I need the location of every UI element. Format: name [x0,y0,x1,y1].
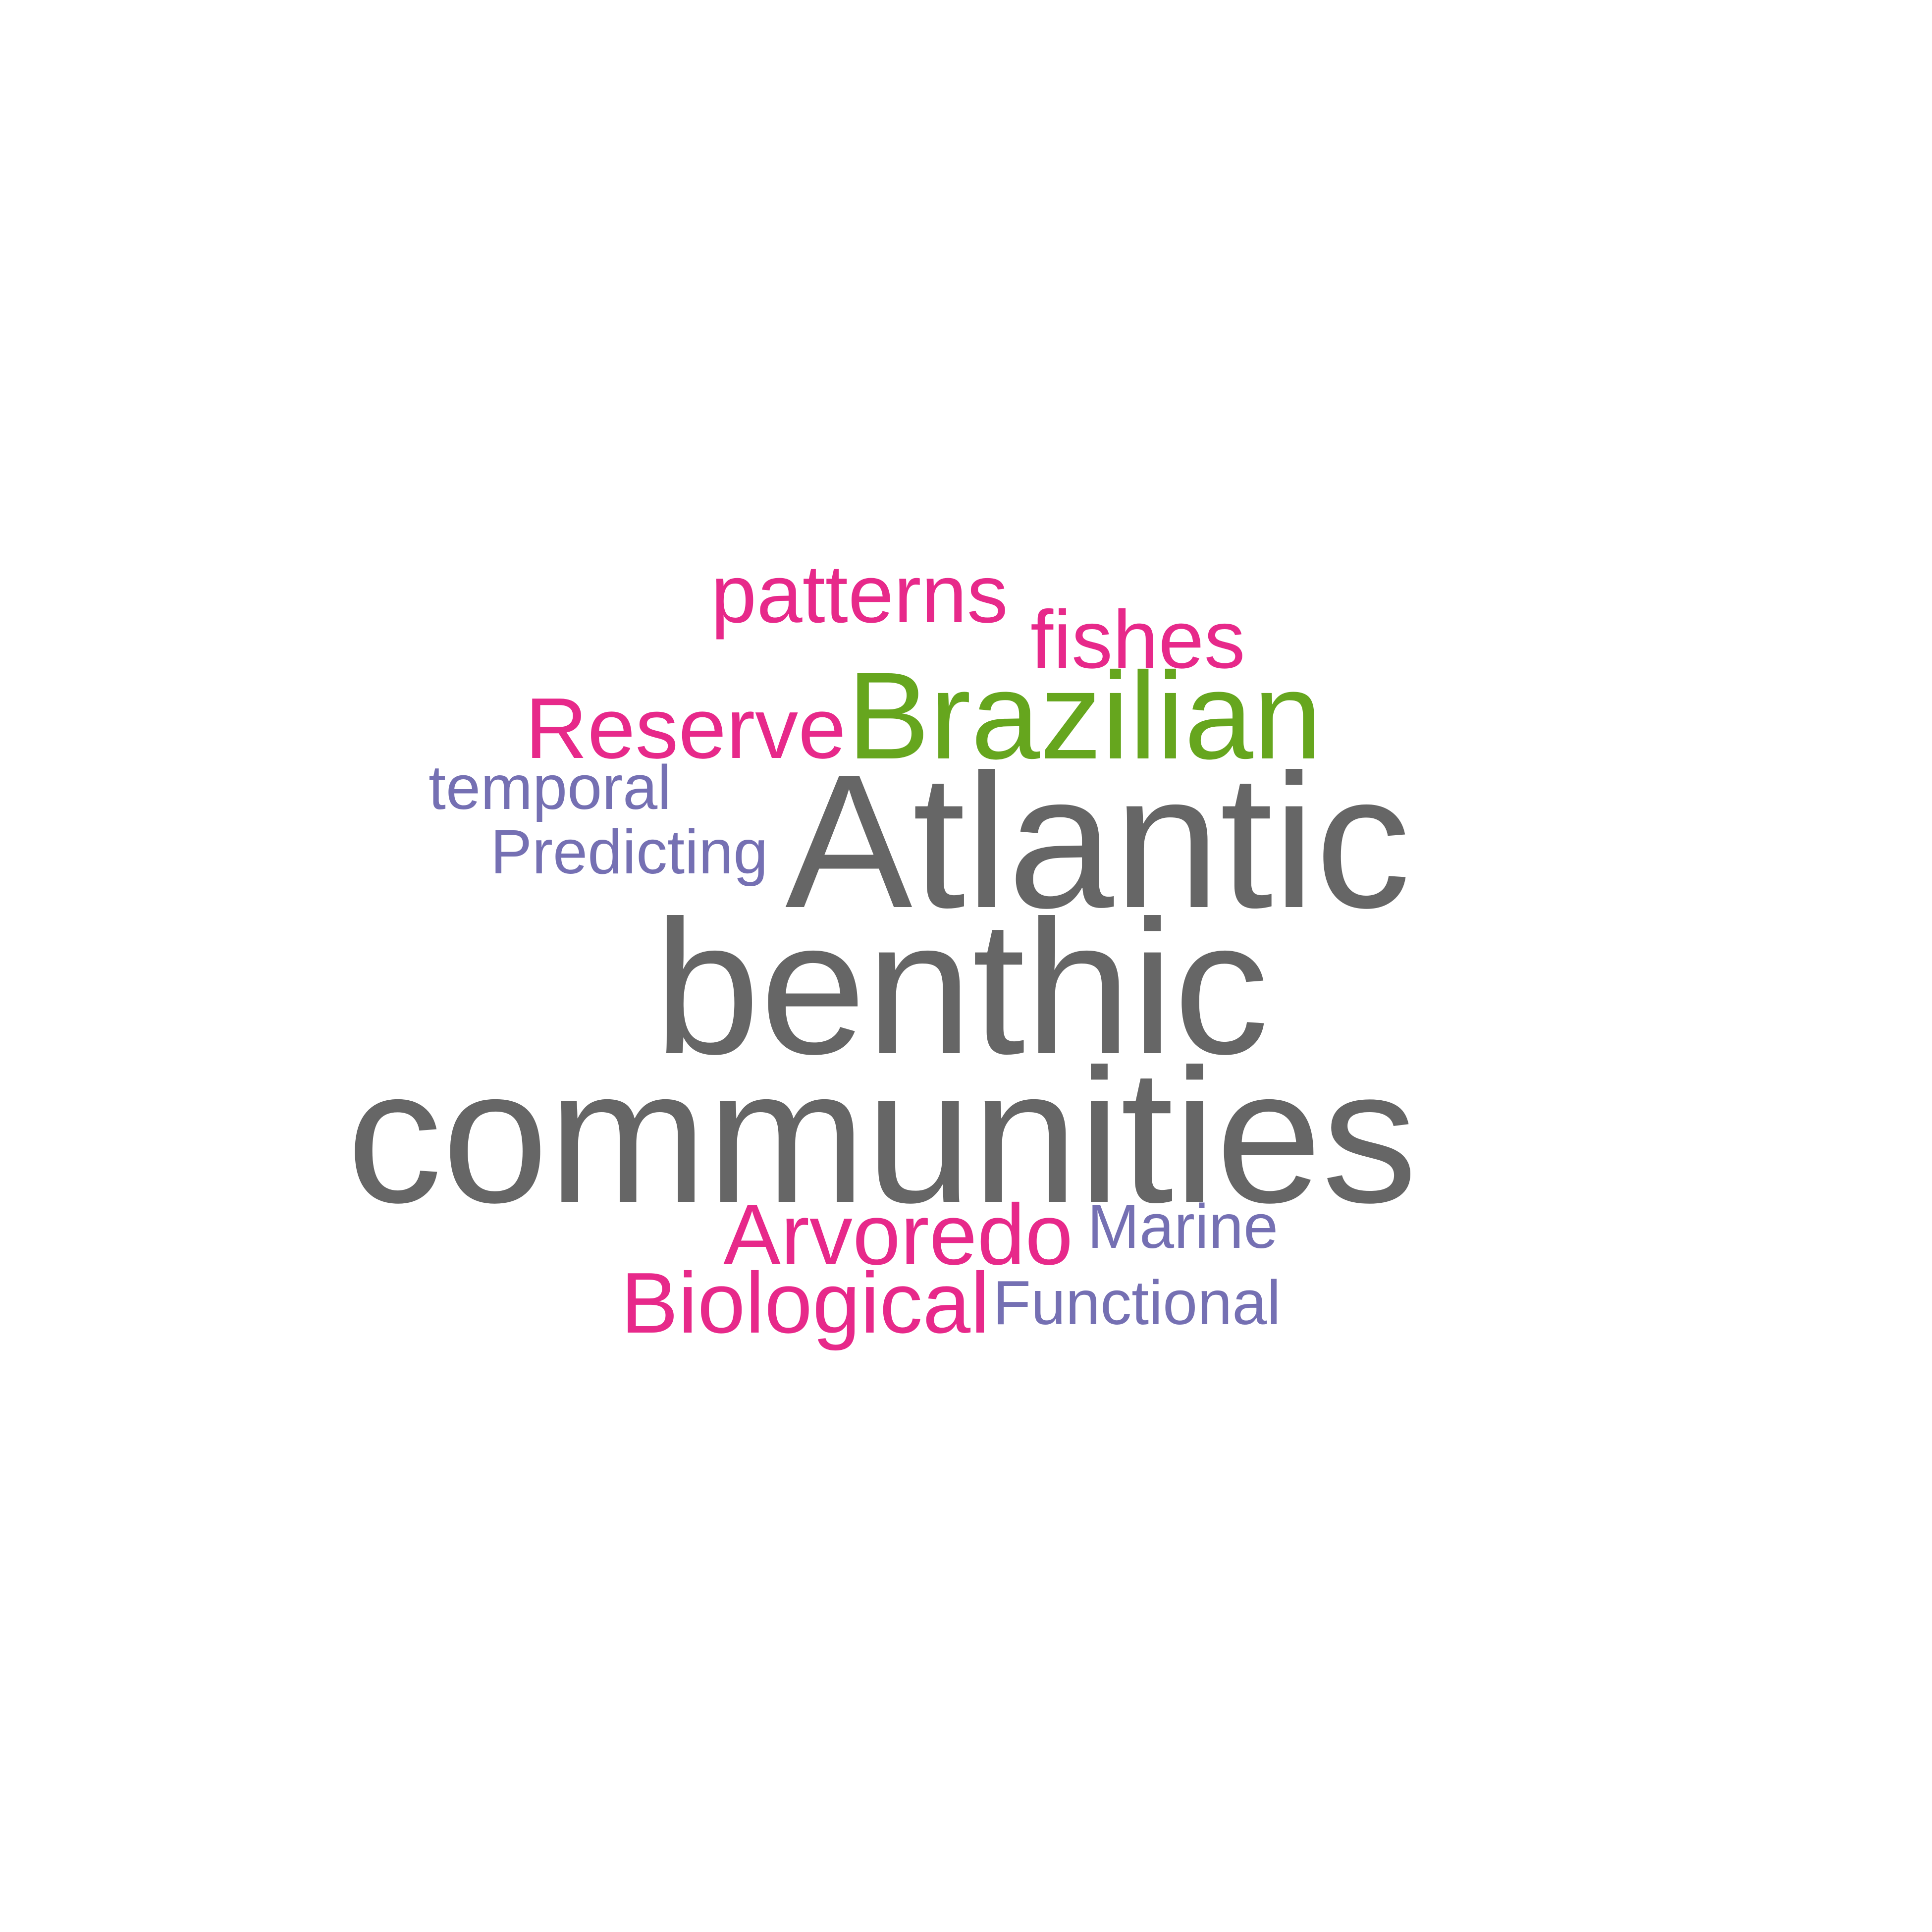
word-predicting: Predicting [490,817,768,887]
word-brazilian: Brazilian [847,646,1322,785]
word-arvoredo: Arvoredo [723,1186,1073,1283]
word-patterns: patterns [711,548,1008,640]
word-communities: communities [347,1029,1417,1242]
word-atlantic: Atlantic [785,734,1411,948]
word-marine: Marine [1087,1191,1279,1261]
word-functional: Functional [993,1268,1281,1338]
word-temporal: temporal [429,752,672,822]
word-biological: Biological [621,1254,990,1351]
word-reserve: Reserve [525,680,846,776]
word-benthic: benthic [654,880,1269,1094]
word-fishes: fishes [1030,594,1245,686]
